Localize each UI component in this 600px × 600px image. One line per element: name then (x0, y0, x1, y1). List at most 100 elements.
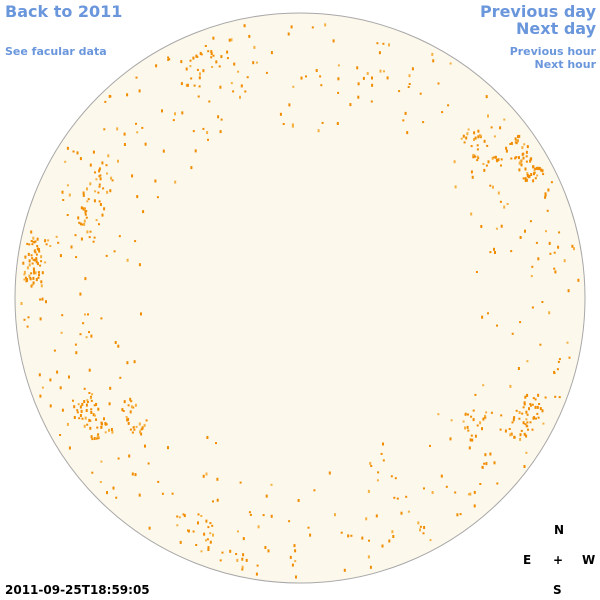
facula (40, 284, 43, 288)
facula (197, 521, 199, 525)
facula (140, 432, 143, 436)
facula (108, 428, 110, 432)
facula (255, 61, 258, 64)
facula (200, 550, 203, 553)
facula (482, 163, 485, 165)
facula (432, 59, 435, 63)
facula (141, 126, 144, 129)
facula (476, 155, 479, 158)
facula (129, 428, 132, 431)
facula (154, 179, 157, 183)
facula (526, 425, 529, 428)
facula (378, 51, 381, 55)
facula (367, 555, 370, 559)
facula (104, 100, 107, 103)
compass-south: S (553, 583, 562, 597)
facula (207, 50, 210, 53)
facula (495, 227, 498, 230)
compass-north: N (554, 523, 565, 537)
facula (85, 336, 88, 339)
facula (494, 155, 497, 159)
facula (511, 421, 514, 424)
facula (445, 485, 448, 488)
facula (28, 259, 31, 263)
facula (525, 451, 528, 454)
facula (211, 66, 214, 68)
facula (437, 82, 440, 85)
facula (500, 164, 502, 167)
back-link[interactable]: Back to 2011 (5, 2, 123, 21)
facula (101, 213, 104, 217)
facula (91, 393, 94, 396)
facula (541, 169, 544, 173)
facula (321, 121, 324, 124)
facula (242, 553, 245, 557)
previous-hour-link[interactable]: Previous hour (509, 45, 596, 58)
facula (239, 481, 242, 484)
previous-day-link[interactable]: Previous day (479, 2, 596, 21)
facula (315, 69, 318, 72)
facula (99, 174, 102, 177)
facula (207, 526, 210, 529)
facula (205, 539, 207, 542)
facula (189, 65, 192, 68)
facula (568, 356, 571, 359)
facula (174, 180, 177, 184)
facula (205, 519, 208, 523)
facular-data-link[interactable]: See facular data (5, 45, 107, 58)
facula (30, 240, 33, 242)
facula (31, 262, 34, 265)
facula (467, 413, 469, 416)
facula (534, 177, 537, 180)
facula (131, 174, 134, 178)
facula (30, 272, 33, 275)
facula (92, 150, 95, 154)
facula (127, 421, 130, 425)
facula (337, 64, 340, 67)
facula (73, 405, 76, 409)
facula (117, 344, 120, 348)
facula (197, 95, 200, 98)
facula (468, 446, 471, 450)
facula (472, 409, 475, 412)
facula (516, 139, 519, 143)
facula (86, 423, 89, 426)
facula (221, 551, 224, 554)
facula (487, 160, 490, 164)
facula (123, 143, 126, 146)
facula (87, 198, 90, 201)
facula (83, 387, 86, 390)
facula (547, 188, 550, 192)
facula (138, 422, 141, 426)
facula (449, 437, 452, 441)
facula (106, 491, 108, 495)
facula (28, 263, 31, 267)
facula (313, 489, 316, 492)
facula (542, 422, 545, 425)
facula (454, 491, 457, 494)
facula (489, 452, 492, 456)
facula (533, 416, 536, 420)
facula (40, 260, 43, 263)
facula (526, 174, 529, 177)
facula (206, 538, 209, 541)
next-hour-link[interactable]: Next hour (534, 58, 597, 71)
facula (531, 306, 534, 309)
facula (110, 176, 113, 180)
facula (533, 169, 536, 172)
facula (156, 196, 159, 199)
facula (90, 399, 93, 402)
facula (534, 398, 537, 401)
facula (248, 34, 251, 38)
facula (115, 496, 118, 499)
facula (519, 236, 522, 239)
facula (549, 252, 552, 255)
facula (437, 413, 440, 416)
facula (388, 539, 391, 543)
facula (291, 123, 294, 127)
facula (41, 297, 44, 301)
facula (79, 405, 82, 409)
facula (511, 332, 514, 335)
facula (490, 411, 493, 414)
next-day-link[interactable]: Next day (516, 19, 596, 38)
